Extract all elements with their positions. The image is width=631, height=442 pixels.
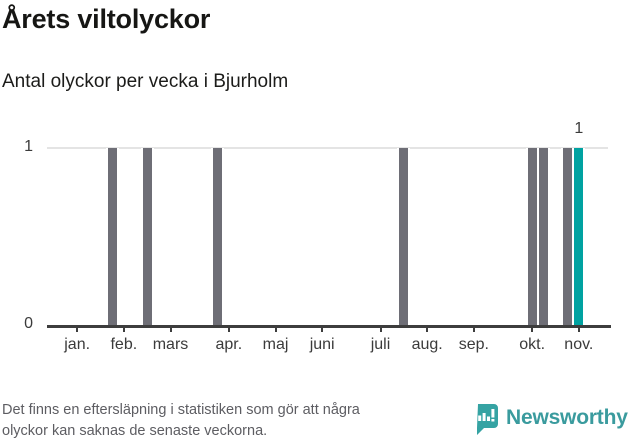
x-axis-line (47, 325, 611, 328)
x-tick (379, 325, 382, 332)
newsworthy-logo-text: Newsworthy (506, 406, 628, 429)
x-tick-label: aug. (411, 336, 443, 353)
bar-current-week (572, 148, 586, 325)
x-tick (531, 325, 534, 332)
y-tick-label: 0 (24, 315, 33, 332)
chart-subtitle: Antal olyckor per vecka i Bjurholm (2, 71, 289, 92)
y-tick-label: 1 (24, 138, 33, 155)
x-tick-label: juli (370, 336, 391, 353)
x-tick (169, 325, 172, 332)
chart-title: Årets viltolyckor (2, 4, 211, 34)
x-tick (577, 325, 580, 332)
x-tick (472, 325, 475, 332)
x-tick-label: jan. (64, 336, 91, 353)
x-tick-label: mars (152, 336, 189, 353)
x-tick-label: maj (262, 336, 289, 353)
x-tick (122, 325, 125, 332)
bar-chart-plot-area: jan. feb. mars apr. maj juni juli aug. sep. okt. n… (47, 120, 608, 353)
newsworthy-logo: Newsworthy (473, 403, 628, 441)
x-tick (76, 325, 79, 332)
x-tick-label: juni (309, 336, 335, 353)
bar (537, 148, 551, 325)
bar-value-label: 1 (574, 120, 584, 137)
bar (397, 148, 411, 325)
x-tick (227, 325, 230, 332)
bar (210, 148, 224, 325)
x-tick-label: apr. (215, 336, 243, 353)
x-tick-label: nov. (564, 336, 594, 353)
x-tick-label: okt. (519, 336, 546, 353)
x-tick-label: feb. (110, 336, 138, 353)
bar (140, 148, 154, 325)
newsworthy-logo-icon (473, 403, 499, 441)
x-tick (321, 325, 324, 332)
footer-disclaimer: Det finns en eftersläpning i statistiken… (2, 402, 360, 439)
x-tick (274, 325, 277, 332)
x-tick (426, 325, 429, 332)
gridline-y1 (47, 147, 608, 149)
bar (105, 148, 119, 325)
x-tick-label: sep. (458, 336, 489, 353)
